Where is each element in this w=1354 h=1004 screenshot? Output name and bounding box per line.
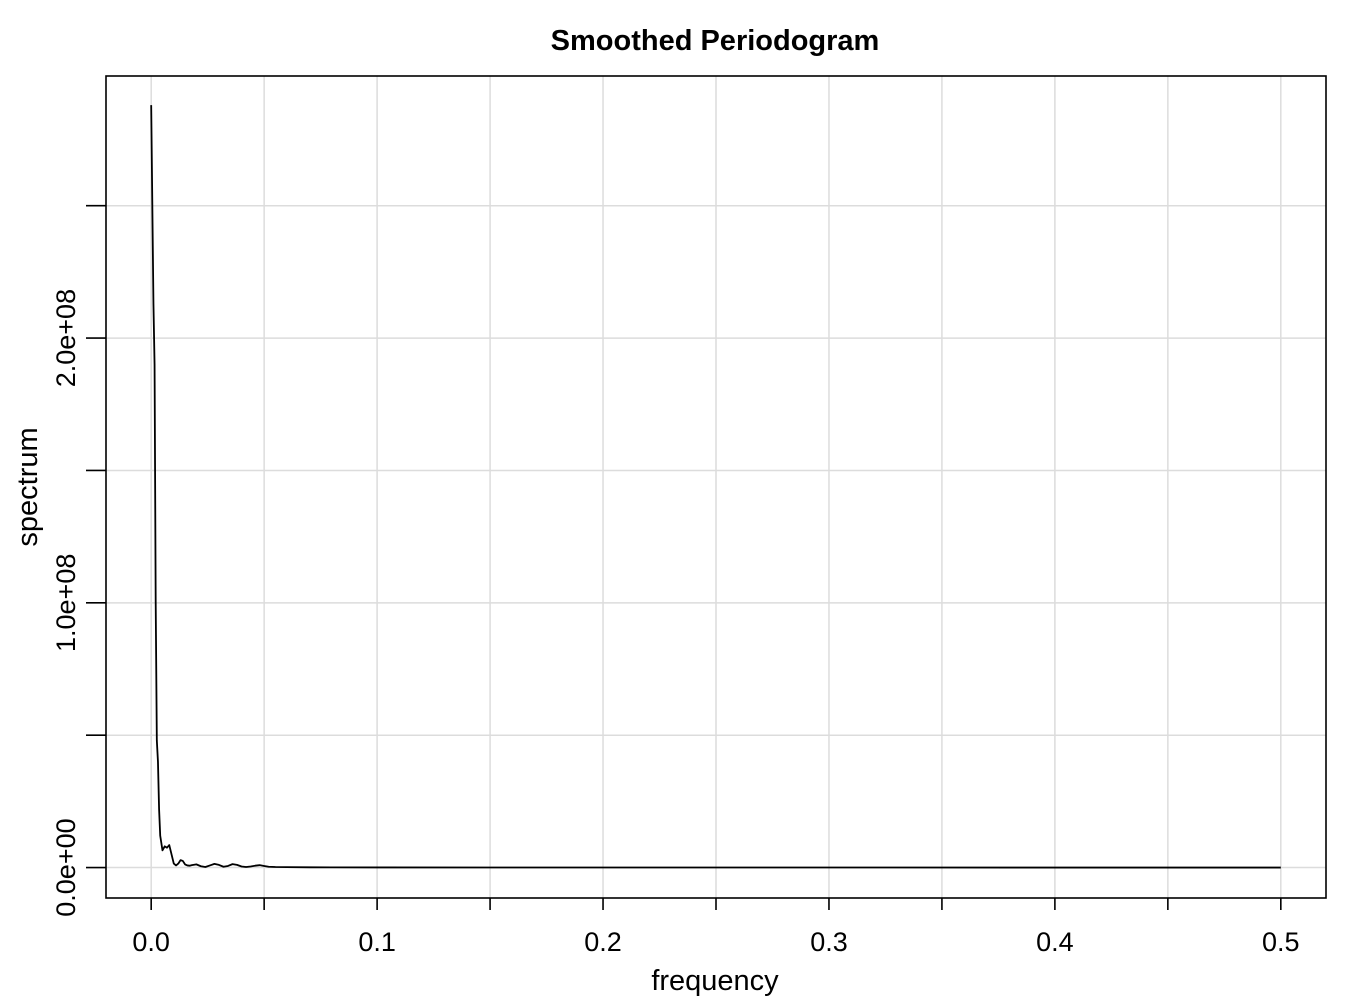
x-axis-label: frequency xyxy=(651,965,779,997)
x-tick-label: 0.4 xyxy=(1036,927,1074,957)
chart-title: Smoothed Periodogram xyxy=(551,25,880,57)
y-axis-label: spectrum xyxy=(12,427,44,546)
x-tick-label: 0.0 xyxy=(132,927,170,957)
axes-layer: 0.0 0.1 0.2 0.3 0.4 0.5 0.0e+00 1.0e+08 2.0e+08 xyxy=(51,204,1300,957)
x-tick-label: 0.2 xyxy=(584,927,622,957)
grid-lines xyxy=(106,76,1326,898)
y-tick-label: 0.0e+00 xyxy=(51,818,81,916)
spectrum-line xyxy=(150,105,1281,869)
x-tick-label: 0.3 xyxy=(810,927,848,957)
y-tick-label: 2.0e+08 xyxy=(51,289,81,387)
x-tick-label: 0.1 xyxy=(358,927,396,957)
y-tick-label: 1.0e+08 xyxy=(51,554,81,652)
series-layer xyxy=(150,105,1281,869)
x-tick-label: 0.5 xyxy=(1262,927,1300,957)
